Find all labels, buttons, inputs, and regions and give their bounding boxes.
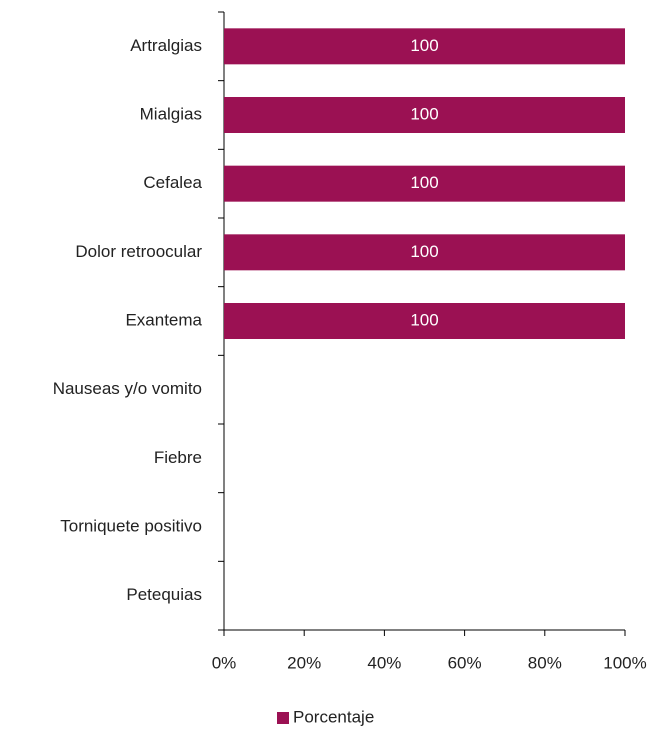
legend-swatch xyxy=(277,712,289,724)
legend-label: Porcentaje xyxy=(293,707,374,726)
data-label: 100 xyxy=(410,242,438,261)
y-tick-label: Mialgias xyxy=(140,104,202,123)
x-tick-label: 60% xyxy=(448,653,482,672)
y-tick-label: Fiebre xyxy=(154,448,202,467)
y-tick-label: Torniquete positivo xyxy=(60,516,202,535)
bar xyxy=(224,97,625,133)
x-tick-label: 100% xyxy=(603,653,646,672)
y-tick-label: Nauseas y/o vomito xyxy=(53,379,202,398)
y-tick-label: Artralgias xyxy=(130,36,202,55)
x-tick-label: 80% xyxy=(528,653,562,672)
data-label: 100 xyxy=(410,104,438,123)
x-tick-label: 20% xyxy=(287,653,321,672)
y-tick-label: Petequias xyxy=(126,585,202,604)
bar xyxy=(224,165,625,202)
data-label: 100 xyxy=(410,36,438,55)
y-tick-label: Dolor retroocular xyxy=(75,242,202,261)
data-label: 100 xyxy=(410,310,438,329)
bar xyxy=(224,234,625,271)
x-tick-label: 0% xyxy=(212,653,237,672)
bar xyxy=(224,303,625,339)
bar xyxy=(224,28,625,65)
y-tick-label: Exantema xyxy=(125,310,202,329)
y-tick-label: Cefalea xyxy=(143,173,202,192)
x-tick-label: 40% xyxy=(367,653,401,672)
data-label: 100 xyxy=(410,173,438,192)
